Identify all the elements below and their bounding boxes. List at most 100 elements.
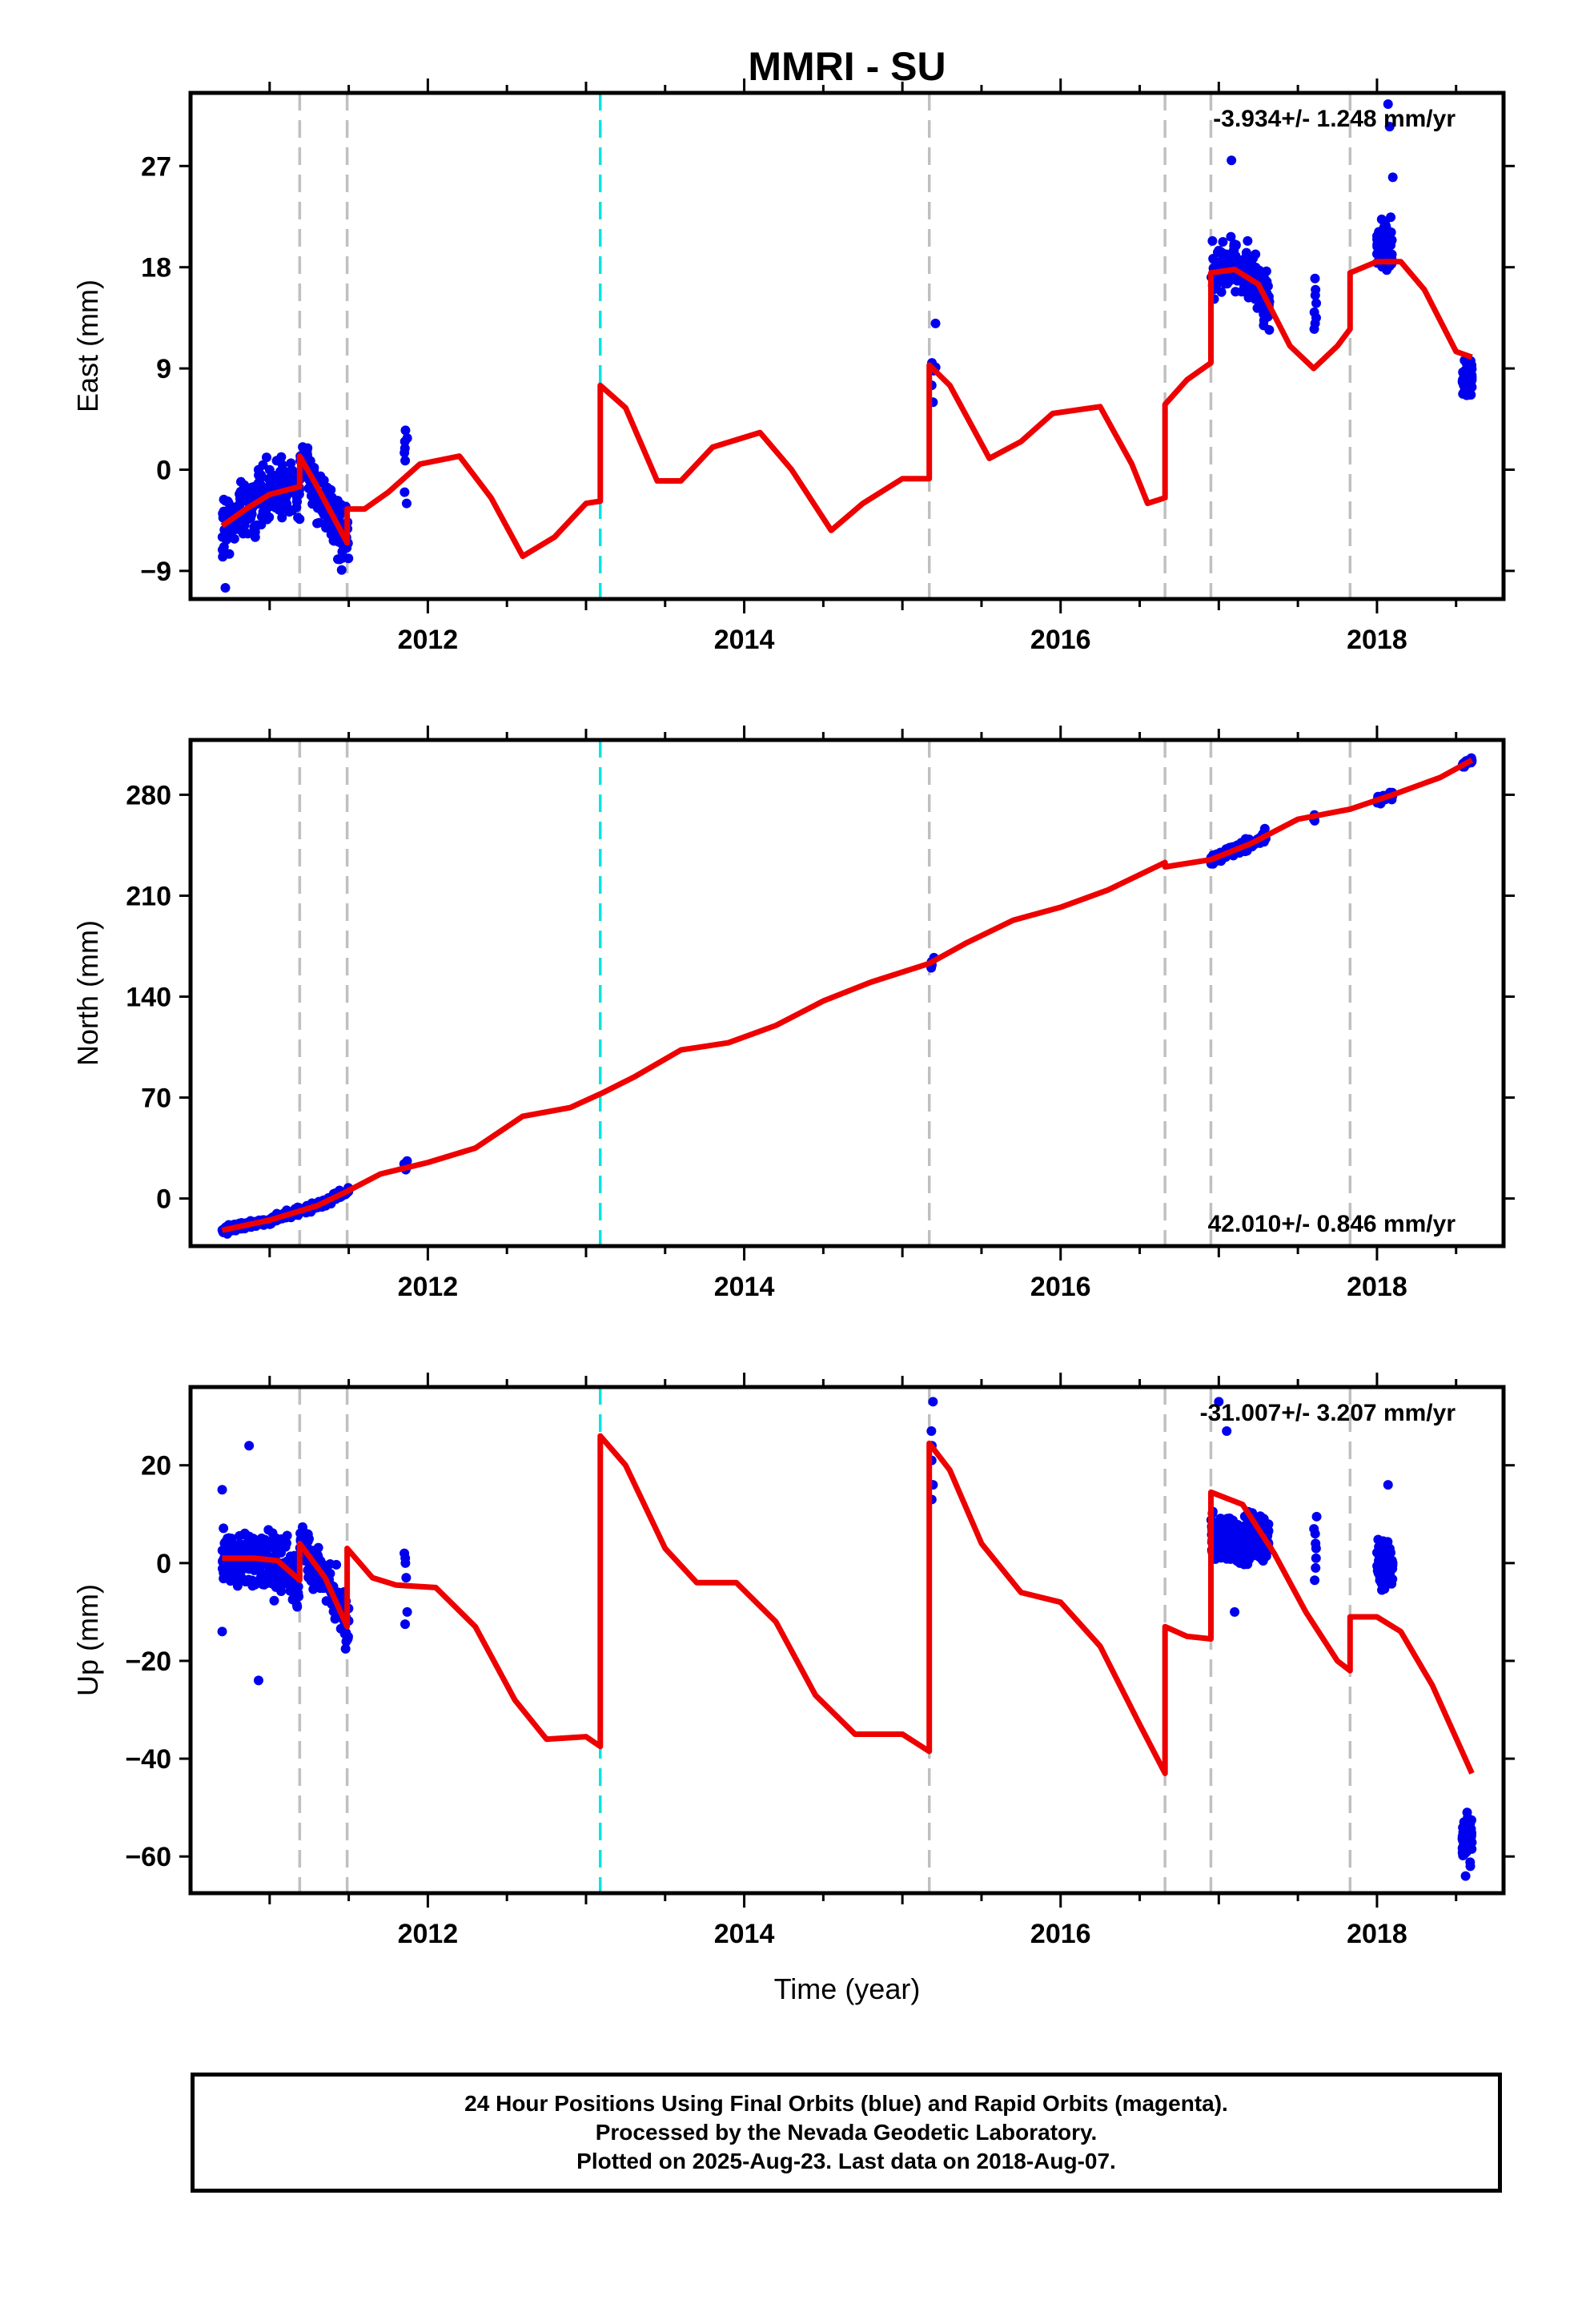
data-point [1459, 388, 1469, 399]
velocity-label: 42.010+/- 0.846 mm/yr [1208, 1211, 1456, 1237]
data-point [291, 502, 302, 513]
data-point [1387, 172, 1398, 183]
data-point [1309, 1524, 1319, 1534]
data-point [1386, 240, 1396, 251]
y-tick-label: 0 [156, 455, 171, 485]
data-point [1219, 1543, 1229, 1554]
data-point [1311, 284, 1321, 295]
y-tick-label: 210 [126, 881, 171, 911]
data-point [264, 464, 275, 475]
data-point [331, 1559, 342, 1570]
figure-title: MMRI - SU [748, 44, 946, 89]
data-point [250, 481, 260, 492]
x-tick-label: 2014 [714, 1272, 775, 1302]
y-tick-label: 70 [141, 1084, 171, 1114]
data-point [1230, 1606, 1240, 1617]
data-point [315, 474, 326, 485]
data-point [342, 543, 352, 553]
x-tick-label: 2018 [1347, 1272, 1407, 1302]
data-point [400, 456, 411, 466]
x-tick-label: 2012 [398, 1919, 459, 1949]
data-point [1227, 155, 1237, 166]
x-tick-label: 2016 [1030, 1272, 1091, 1302]
data-point [1222, 1425, 1232, 1436]
y-tick-label: 140 [126, 983, 171, 1013]
data-point [236, 1572, 247, 1582]
data-point [1258, 1555, 1268, 1566]
data-point [1214, 1397, 1224, 1407]
x-tick-label: 2016 [1030, 1919, 1091, 1949]
data-point [232, 1581, 243, 1591]
data-point [1461, 1825, 1472, 1835]
data-point [1384, 122, 1395, 132]
model-curve [221, 758, 1474, 1233]
data-point [1228, 246, 1239, 256]
data-point [1207, 235, 1218, 246]
data-point [1253, 295, 1263, 305]
data-point [400, 1619, 411, 1630]
data-point [288, 1585, 299, 1595]
data-point [1218, 237, 1228, 247]
panel-up: −60 −40 −20 0 20 2012 2014 2016 2018 Up (mm) -31.0… [71, 1373, 1515, 1949]
y-tick-label: 20 [141, 1451, 171, 1482]
data-point [220, 582, 231, 593]
velocity-label: -31.007+/- 3.207 mm/yr [1200, 1400, 1456, 1426]
y-tick-label: −20 [125, 1647, 171, 1677]
data-point [1379, 1584, 1390, 1594]
data-point [276, 1586, 287, 1597]
data-point [1310, 1575, 1320, 1586]
data-points [217, 1397, 1477, 1881]
data-point [275, 466, 285, 476]
data-point [930, 318, 941, 328]
panel-north: 0 70 140 210 280 2012 2014 2016 2018 North (mm) 42… [71, 726, 1515, 1302]
y-tick-label: 18 [141, 253, 171, 283]
data-point [255, 1566, 265, 1577]
data-point [283, 1574, 294, 1585]
data-point [1243, 235, 1253, 246]
data-point [1311, 1538, 1321, 1549]
data-point [326, 485, 336, 495]
x-tick-label: 2014 [714, 1919, 775, 1949]
y-tick-label: 0 [156, 1184, 171, 1215]
data-point [286, 458, 296, 468]
data-point [1232, 259, 1243, 269]
data-point [1240, 253, 1251, 263]
data-point [231, 1559, 241, 1570]
data-point [1465, 1861, 1476, 1872]
data-point [335, 509, 346, 519]
data-point [247, 1579, 258, 1590]
data-point [926, 1425, 937, 1436]
data-point [282, 474, 292, 485]
data-point [321, 1596, 331, 1606]
data-point [219, 494, 229, 505]
plot-frame [188, 1385, 1506, 1896]
data-point [336, 500, 347, 510]
y-axis-label: East (mm) [71, 279, 104, 412]
data-point [304, 1562, 315, 1573]
data-point [1240, 1545, 1251, 1555]
data-point [1380, 231, 1391, 242]
y-tick-label: −60 [125, 1842, 171, 1872]
data-point [268, 1562, 279, 1572]
data-point [255, 472, 265, 482]
data-point [402, 1606, 412, 1617]
data-point [335, 1623, 346, 1634]
data-point [269, 475, 279, 485]
data-point [336, 565, 347, 575]
data-point [1373, 247, 1383, 257]
data-point [1459, 1832, 1469, 1843]
data-point [1311, 312, 1321, 323]
data-point [242, 513, 252, 523]
footer-line-2: Processed by the Nevada Geodetic Laborat… [595, 2120, 1098, 2145]
data-point [275, 1574, 286, 1584]
data-point [228, 502, 239, 513]
x-tick-label: 2012 [398, 625, 459, 655]
data-point [298, 1526, 308, 1537]
data-point [1310, 273, 1320, 283]
model-line [221, 758, 1474, 1233]
y-tick-label: −9 [140, 557, 171, 587]
data-point [1309, 324, 1319, 334]
data-point [267, 1575, 277, 1586]
velocity-label: -3.934+/- 1.248 mm/yr [1213, 106, 1456, 132]
data-point [1311, 298, 1322, 308]
